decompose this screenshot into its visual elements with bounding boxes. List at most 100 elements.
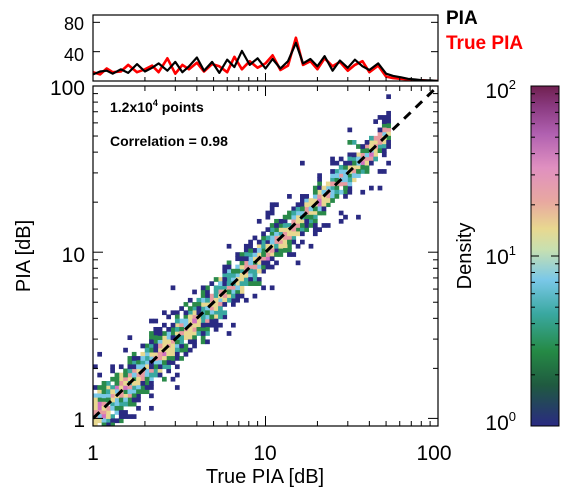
- heatmap-cell: [166, 335, 172, 341]
- heatmap-cell: [179, 326, 184, 332]
- heatmap-cell: [131, 351, 137, 357]
- heatmap-cell: [153, 326, 159, 332]
- heatmap-cell: [261, 252, 266, 257]
- heatmap-cell: [170, 351, 176, 357]
- heatmap-cell: [144, 381, 150, 386]
- heatmap-cell: [114, 372, 120, 378]
- heatmap-cell: [239, 260, 245, 266]
- heatmap-cell: [174, 385, 180, 390]
- heatmap-cell: [312, 210, 318, 216]
- heatmap-cell: [114, 418, 120, 424]
- heatmap-cell: [386, 131, 391, 137]
- heatmap-cell: [136, 360, 141, 365]
- heatmap-cell: [218, 310, 223, 316]
- heatmap-cell: [373, 135, 379, 141]
- heatmap-cell: [356, 169, 361, 174]
- heatmap-cell: [330, 169, 335, 174]
- heatmap-cell: [153, 368, 159, 374]
- heatmap-cell: [291, 218, 297, 224]
- heatmap-cell: [317, 198, 322, 203]
- heatmap-cell: [166, 368, 172, 374]
- heatmap-cell: [347, 156, 353, 162]
- heatmap-cell: [369, 135, 374, 141]
- heatmap-cell: [226, 285, 232, 291]
- heatmap-cell: [317, 227, 322, 232]
- heatmap-cell: [149, 368, 154, 374]
- heatmap-cell: [325, 185, 331, 191]
- heatmap-cell: [308, 243, 314, 249]
- heatmap-cell: [265, 214, 271, 220]
- heatmap-cell: [144, 364, 150, 370]
- heatmap-cell: [347, 164, 353, 170]
- heatmap-cell: [295, 243, 301, 249]
- heatmap-cell: [157, 331, 163, 336]
- heatmap-cell: [261, 285, 266, 291]
- heatmap-cell: [196, 322, 202, 328]
- heatmap-cell: [239, 272, 245, 278]
- heatmap-cell: [265, 227, 271, 232]
- heatmap-cell: [308, 198, 314, 203]
- heatmap-cell: [369, 144, 374, 149]
- heatmap-cell: [179, 339, 184, 345]
- heatmap-cell: [287, 210, 292, 216]
- heatmap-cell: [248, 248, 253, 253]
- heatmap-cell: [110, 401, 115, 407]
- heatmap-cell: [170, 356, 176, 361]
- heatmap-cell: [149, 335, 154, 341]
- heatmap-cell: [252, 293, 258, 299]
- heatmap-cell: [157, 339, 163, 345]
- heatmap-cell: [312, 206, 318, 212]
- heatmap-cell: [192, 322, 197, 328]
- heatmap-cell: [347, 127, 353, 133]
- heatmap-cell: [364, 156, 370, 162]
- heatmap-cell: [291, 227, 297, 232]
- heatmap-cell: [209, 306, 215, 311]
- heatmap-cell: [174, 347, 180, 353]
- heatmap-cell: [334, 169, 340, 174]
- heatmap-cell: [166, 360, 172, 365]
- heatmap-cell: [127, 385, 133, 390]
- colorbar-tick-100-base: 10: [485, 80, 508, 103]
- heatmap-cell: [183, 314, 189, 320]
- heatmap-cell: [256, 252, 262, 257]
- heatmap-cell: [192, 339, 197, 345]
- heatmap-cell: [330, 156, 335, 162]
- heatmap-cell: [105, 393, 111, 399]
- heatmap-cell: [209, 281, 215, 286]
- heatmap-cell: [153, 343, 159, 349]
- heatmap-cell: [200, 285, 206, 291]
- heatmap-cell: [149, 339, 154, 345]
- heatmap-cell: [300, 210, 305, 216]
- heatmap-cell: [144, 376, 150, 382]
- heatmap-cell: [136, 385, 141, 390]
- heatmap-cell: [136, 368, 141, 374]
- heatmap-cell: [295, 210, 301, 216]
- heatmap-cell: [187, 335, 193, 341]
- heatmap-cell: [131, 360, 137, 365]
- heatmap-cell: [369, 160, 374, 166]
- heatmap-cell: [300, 198, 305, 203]
- heatmap-cell: [239, 252, 245, 257]
- heatmap-cell: [312, 227, 318, 232]
- heatmap-cell: [166, 314, 172, 320]
- top-ytick-40: 40: [64, 45, 84, 65]
- heatmap-cell: [330, 194, 335, 199]
- heatmap-cell: [118, 410, 124, 415]
- main-ticks-group: [92, 85, 439, 426]
- heatmap-cell: [127, 356, 133, 361]
- heatmap-cell: [192, 343, 197, 349]
- heatmap-cell: [136, 376, 141, 382]
- heatmap-cell: [209, 322, 215, 328]
- heatmap-cell: [222, 268, 228, 274]
- heatmap-cell: [369, 140, 374, 145]
- heatmap-cell: [118, 381, 124, 386]
- heatmap-cell: [97, 397, 103, 403]
- heatmap-cell: [321, 198, 327, 203]
- heatmap-cell: [300, 223, 305, 228]
- heatmap-cell: [321, 206, 327, 212]
- heatmap-cell: [213, 326, 219, 332]
- heatmap-cell: [321, 202, 327, 208]
- heatmap-cell: [153, 351, 159, 357]
- heatmap-cell: [360, 148, 366, 154]
- heatmap-cell: [351, 164, 357, 170]
